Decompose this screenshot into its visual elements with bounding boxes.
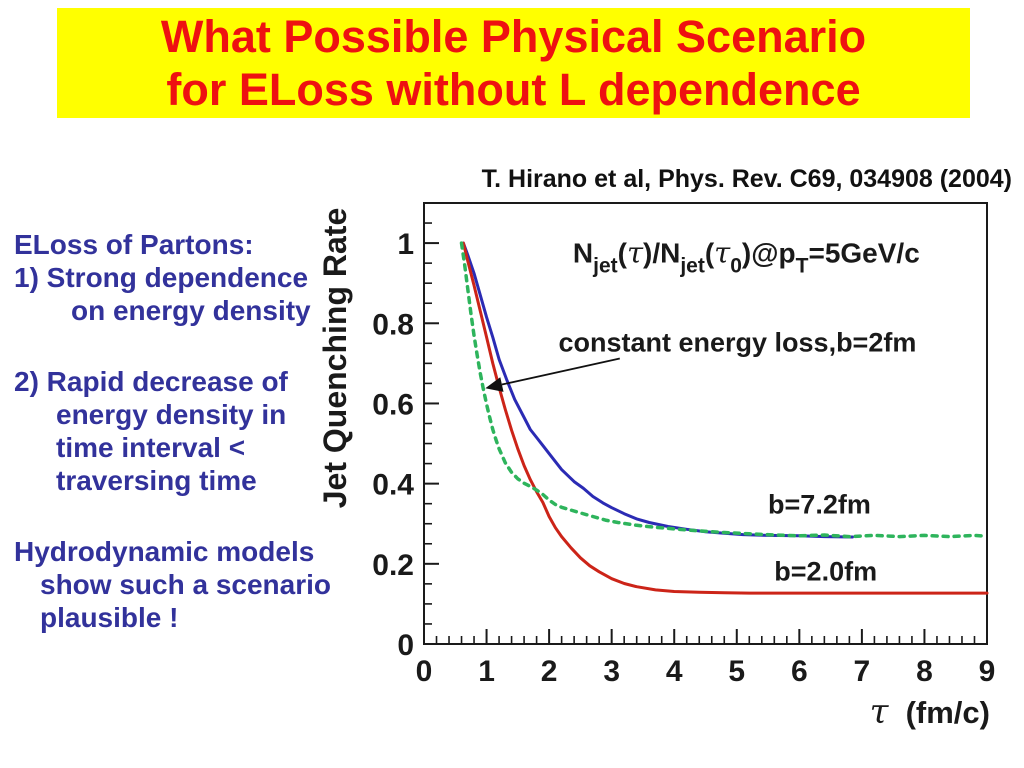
curve-label-b2.0fm: b=2.0fm bbox=[774, 557, 877, 587]
slide-title-line2: for ELoss without L dependence bbox=[166, 64, 861, 115]
notes-panel: ELoss of Partons: 1) Strong dependence on … bbox=[14, 228, 344, 672]
x-tick-label: 7 bbox=[854, 655, 871, 688]
x-axis-title: τ (fm/c) bbox=[870, 692, 990, 732]
notes-line: 2) Rapid decrease of bbox=[14, 366, 288, 397]
curve-label-b7.2fm: b=7.2fm bbox=[768, 489, 871, 519]
series-hydro-b-7.2fm bbox=[461, 241, 854, 539]
annotation-arrow-line bbox=[501, 357, 620, 386]
citation-text: T. Hirano et al, Phys. Rev. C69, 034908 … bbox=[481, 165, 1012, 193]
notes-line: time interval < bbox=[56, 432, 246, 463]
slide-title-banner: What Possible Physical Scenario for ELos… bbox=[57, 8, 970, 118]
x-tick-label: 0 bbox=[416, 655, 433, 688]
notes-paragraph: 2) Rapid decrease of energy density in tim… bbox=[14, 365, 344, 497]
notes-line: on energy density bbox=[71, 295, 311, 326]
notes-paragraph: Hydrodynamic models show such a scenario p… bbox=[14, 535, 344, 634]
y-tick-label: 0 bbox=[397, 629, 414, 662]
x-tick-label: 2 bbox=[541, 655, 558, 688]
x-tick-label: 1 bbox=[478, 655, 495, 688]
chart-canvas: 0 1 2 3 4 5 6 7 8 9 0 0.2 0.4 0.6 0.8 1 Jet Quenching Ra… bbox=[317, 202, 996, 732]
notes-line: energy density in bbox=[56, 399, 287, 430]
series-hydro-b-2.0fm bbox=[461, 241, 989, 595]
y-tick-label: 0.2 bbox=[372, 549, 414, 582]
y-axis-title: Jet Quenching Rate bbox=[320, 208, 353, 509]
y-tick-label: 0.6 bbox=[372, 388, 414, 421]
y-tick-label: 1 bbox=[397, 228, 414, 261]
x-tick-label: 8 bbox=[916, 655, 933, 688]
chart-title: Njet(τ)/Njet(τ0)@pT=5GeV/c bbox=[573, 235, 920, 277]
y-tick-label: 0.4 bbox=[372, 469, 414, 502]
y-tick-label: 0.8 bbox=[372, 308, 414, 341]
x-tick-label: 3 bbox=[603, 655, 620, 688]
notes-line: ELoss of Partons: bbox=[14, 229, 254, 260]
slide-title-line1: What Possible Physical Scenario bbox=[160, 11, 867, 62]
notes-line: traversing time bbox=[56, 465, 257, 496]
notes-line: 1) Strong dependence bbox=[14, 262, 309, 293]
jet-quenching-chart: 0 1 2 3 4 5 6 7 8 9 0 0.2 0.4 0.6 0.8 1 Jet Quenching Ra… bbox=[317, 190, 1024, 750]
x-tick-label: 9 bbox=[979, 655, 996, 688]
x-tick-label: 6 bbox=[791, 655, 808, 688]
annotation-arrowhead bbox=[485, 377, 504, 392]
series-constant-energy-loss-b-2fm bbox=[459, 241, 989, 539]
notes-paragraph: ELoss of Partons: 1) Strong dependence on … bbox=[14, 228, 344, 327]
notes-line: Hydrodynamic models bbox=[14, 536, 315, 567]
annotation-constant-energy-loss: constant energy loss,b=2fm bbox=[558, 327, 916, 357]
x-tick-label: 4 bbox=[666, 655, 683, 688]
notes-line: show such a scenario bbox=[40, 569, 331, 600]
x-tick-label: 5 bbox=[728, 655, 745, 688]
notes-line: plausible ! bbox=[40, 602, 179, 633]
